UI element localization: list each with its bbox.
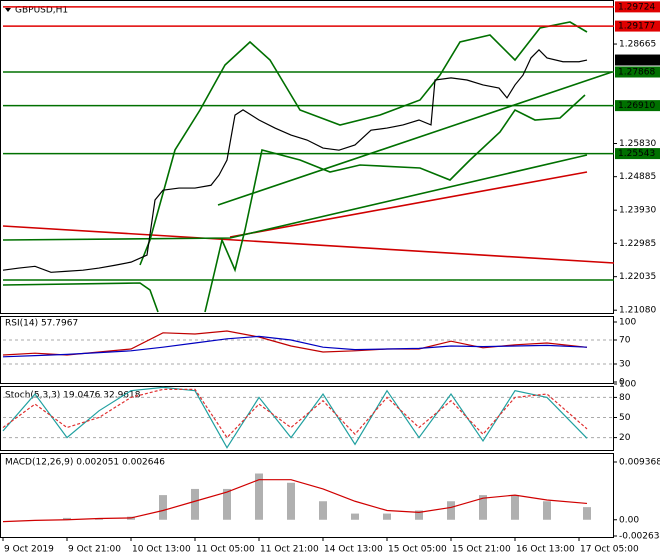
series-line <box>2 48 588 273</box>
y-tick-label: -0.002634 <box>619 532 660 542</box>
x-tick-label: 16 Oct 13:00 <box>516 545 575 555</box>
x-tick-label: 9 Oct 21:00 <box>68 545 121 555</box>
histogram-bar <box>255 473 263 520</box>
level-label: 1.25543 <box>618 149 655 159</box>
y-tick-label: 1.22035 <box>619 272 656 282</box>
y-tick-label: 1.28665 <box>619 40 656 50</box>
x-tick-label: 11 Oct 21:00 <box>260 545 319 555</box>
histogram-bar <box>95 518 103 520</box>
x-tick-label: 10 Oct 13:00 <box>132 545 191 555</box>
indicator-drawings <box>2 21 615 313</box>
y-tick-label: 0 <box>619 378 625 388</box>
y-tick-label: 1.21080 <box>619 306 656 316</box>
y-tick-label: 100 <box>619 318 636 328</box>
histogram-bar <box>479 495 487 520</box>
y-tick-label: 20 <box>619 433 631 443</box>
signal-line <box>2 479 588 523</box>
macd-title: MACD(12,26,9) 0.002051 0.002646 <box>5 458 165 468</box>
histogram-bar <box>319 501 327 520</box>
histogram-bar <box>543 501 551 520</box>
y-tick-label: 0.009368 <box>619 458 660 468</box>
histogram-bar <box>287 482 295 520</box>
level-label-bg <box>615 1 660 13</box>
y-tick-label: 50 <box>619 413 631 423</box>
x-tick-label: 15 Oct 21:00 <box>452 545 511 555</box>
price-label-bg <box>615 54 660 66</box>
y-tick-label: 100 <box>619 380 636 390</box>
y-tick-label: 80 <box>619 393 631 403</box>
y-tick-label: 0.00 <box>619 515 639 525</box>
histogram-bar <box>383 513 391 520</box>
panel-frames <box>0 0 614 538</box>
y-tick-label: 1.24885 <box>619 172 656 182</box>
level-label-bg <box>615 20 660 32</box>
y-tick-label: 1.22985 <box>619 239 656 249</box>
series-line <box>2 388 588 439</box>
price-label: 1.28209 <box>618 56 655 66</box>
x-tick-label: 9 Oct 2019 <box>4 545 54 555</box>
histogram-bar <box>415 510 423 520</box>
title-marker <box>5 8 11 12</box>
x-tick-label: 14 Oct 13:00 <box>324 545 383 555</box>
level-label: 1.29724 <box>618 2 655 12</box>
histogram-bar <box>447 501 455 520</box>
histogram-bar <box>63 517 71 520</box>
histogram-bar <box>511 495 519 520</box>
x-tick-label: 11 Oct 05:00 <box>196 545 255 555</box>
y-tick-label: 1.23930 <box>619 206 656 216</box>
histogram-bar <box>159 495 167 520</box>
chart-title: GBPUSD,H1 <box>15 6 68 16</box>
level-label: 1.26910 <box>618 101 655 111</box>
series-line <box>2 330 588 356</box>
rsi-title: RSI(14) 57.7967 <box>5 319 78 329</box>
histogram-bar <box>191 488 199 520</box>
level-label: 1.27868 <box>618 68 655 78</box>
level-label: 1.29177 <box>618 22 655 32</box>
histogram-bar <box>351 513 359 520</box>
level-label-bg <box>615 148 660 160</box>
stoch-title: Stoch(5,3,3) 19.0476 32.9618 <box>5 391 141 401</box>
level-label-bg <box>615 66 660 78</box>
x-tick-label: 15 Oct 05:00 <box>388 545 447 555</box>
y-tick-label: 30 <box>619 360 631 370</box>
histogram-bar <box>583 507 591 520</box>
level-label-bg <box>615 100 660 112</box>
series-line <box>2 386 588 449</box>
series-line <box>2 335 588 358</box>
histogram-bar <box>223 488 231 520</box>
y-tick-label: 1.25830 <box>619 139 656 149</box>
y-tick-label: 70 <box>619 336 631 346</box>
x-tick-label: 17 Oct 05:00 <box>580 545 639 555</box>
